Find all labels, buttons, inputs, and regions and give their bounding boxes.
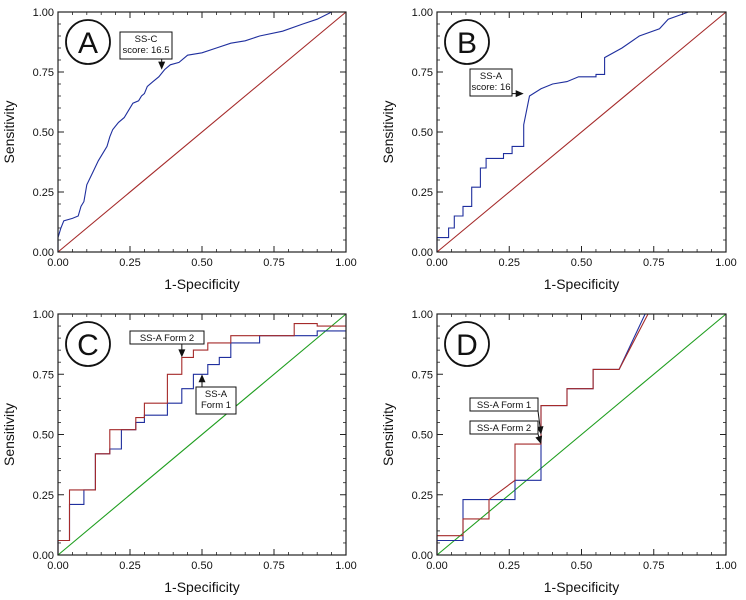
y-tick-label: 0.25 xyxy=(412,490,433,502)
y-tick-label: 0.50 xyxy=(33,127,54,139)
plot-frame xyxy=(436,313,727,556)
series-line-ss-a-form-1 xyxy=(57,330,346,555)
plot-frame xyxy=(57,11,347,253)
panel-label: C xyxy=(77,329,99,362)
x-tick-label: 0.75 xyxy=(263,257,284,269)
y-tick-label: 0.75 xyxy=(412,369,433,381)
panel-label-circle xyxy=(444,19,490,65)
callout-text: Form 1 xyxy=(201,400,231,411)
y-tick-label: 0.00 xyxy=(33,550,54,562)
y-tick-label: 0.75 xyxy=(412,67,433,79)
callout-text: SS-A xyxy=(480,71,503,82)
panel-label: B xyxy=(457,27,477,60)
plot-frame xyxy=(57,313,347,556)
y-tick-label: 0.00 xyxy=(412,247,433,259)
roc-panel-b: 0.000.00 0.25 0.25 0.50 0.50 0.75 0.75 1.00 1.00… xyxy=(380,7,737,292)
y-tick-label: 1.00 xyxy=(33,309,54,321)
callout-arrowhead xyxy=(535,435,543,445)
x-tick-label: 1.00 xyxy=(335,560,356,572)
x-tick-label: 0.00 xyxy=(426,560,447,572)
x-axis-label: 1-Specificity xyxy=(164,579,239,595)
panel-label-circle xyxy=(444,321,490,367)
x-tick-label: 0.00 xyxy=(47,257,68,269)
y-tick-label: 0.25 xyxy=(412,187,433,199)
y-tick-label: 1.00 xyxy=(412,309,433,321)
y-tick-label: 0.50 xyxy=(412,127,433,139)
x-tick-label: 0.00 xyxy=(426,257,447,269)
roc-panel-d: 0.000.00 0.25 0.25 0.50 0.50 0.75 0.75 1.00 1.00… xyxy=(380,309,737,595)
series-line-reference xyxy=(436,11,727,253)
series-line-ss-a-form-2 xyxy=(57,323,346,555)
callout-box xyxy=(469,397,539,412)
y-axis-label: Sensitivity xyxy=(1,403,17,466)
callout-text: SS-A xyxy=(205,389,228,400)
callout-arrowhead xyxy=(515,90,524,98)
callout-box xyxy=(195,386,237,415)
callout-text: SS-A Form 2 xyxy=(477,423,531,434)
callout-arrowhead xyxy=(178,349,186,358)
callout-arrowhead xyxy=(198,374,206,383)
y-axis-label: Sensitivity xyxy=(380,100,396,163)
panel-label-circle xyxy=(65,19,111,65)
x-tick-label: 1.00 xyxy=(335,257,356,269)
x-tick-label: 0.00 xyxy=(47,560,68,572)
callout-arrowhead xyxy=(158,61,166,70)
y-tick-label: 0.75 xyxy=(33,67,54,79)
x-tick-label: 1.00 xyxy=(715,560,736,572)
x-axis-label: 1-Specificity xyxy=(164,276,239,292)
x-tick-label: 0.50 xyxy=(191,560,212,572)
series-line-reference xyxy=(57,313,347,556)
callout-box xyxy=(469,420,539,435)
x-tick-label: 0.75 xyxy=(643,560,664,572)
callout-text: score: 16.5 xyxy=(123,45,170,56)
callout-text: score: 16 xyxy=(471,82,510,93)
y-axis-label: Sensitivity xyxy=(1,100,17,163)
y-tick-label: 1.00 xyxy=(33,7,54,19)
callout-box xyxy=(469,68,513,97)
y-axis-label: Sensitivity xyxy=(380,403,396,466)
panel-label-circle xyxy=(65,321,111,367)
y-tick-label: 0.00 xyxy=(412,550,433,562)
x-tick-label: 0.75 xyxy=(643,257,664,269)
series-line-ss-a-form-2 xyxy=(436,313,726,555)
callout-box xyxy=(119,31,173,60)
x-tick-label: 0.25 xyxy=(499,560,520,572)
y-tick-label: 0.75 xyxy=(33,369,54,381)
callout-text: SS-A Form 1 xyxy=(477,400,531,411)
series-line-ss-a xyxy=(436,11,726,252)
y-tick-label: 0.50 xyxy=(33,430,54,442)
x-tick-label: 0.50 xyxy=(571,560,592,572)
plot-frame xyxy=(436,11,727,253)
y-tick-label: 1.00 xyxy=(412,7,433,19)
callout-text: SS-C xyxy=(135,34,158,45)
x-axis-label: 1-Specificity xyxy=(544,579,619,595)
y-tick-label: 0.50 xyxy=(412,430,433,442)
y-tick-label: 0.25 xyxy=(33,490,54,502)
x-tick-label: 0.25 xyxy=(119,560,140,572)
y-tick-label: 0.00 xyxy=(33,247,54,259)
callout-text: SS-A Form 2 xyxy=(140,333,194,344)
panel-label: D xyxy=(456,329,478,362)
x-tick-label: 0.75 xyxy=(263,560,284,572)
x-tick-label: 0.25 xyxy=(499,257,520,269)
x-tick-label: 0.50 xyxy=(571,257,592,269)
roc-panel-a: 0.000.00 0.25 0.25 0.50 0.50 0.75 0.75 1.00 1.00… xyxy=(1,7,357,292)
x-axis-label: 1-Specificity xyxy=(544,276,619,292)
callout-arrow-line xyxy=(537,410,541,429)
y-tick-label: 0.25 xyxy=(33,187,54,199)
panel-label: A xyxy=(78,27,98,60)
series-line-reference xyxy=(436,313,727,556)
callout-box xyxy=(129,330,205,345)
roc-panel-c: 0.000.00 0.25 0.25 0.50 0.50 0.75 0.75 1.00 1.00… xyxy=(1,309,357,595)
x-tick-label: 0.25 xyxy=(119,257,140,269)
series-line-reference xyxy=(57,11,347,253)
x-tick-label: 1.00 xyxy=(715,257,736,269)
series-line-ss-c xyxy=(57,11,346,252)
x-tick-label: 0.50 xyxy=(191,257,212,269)
